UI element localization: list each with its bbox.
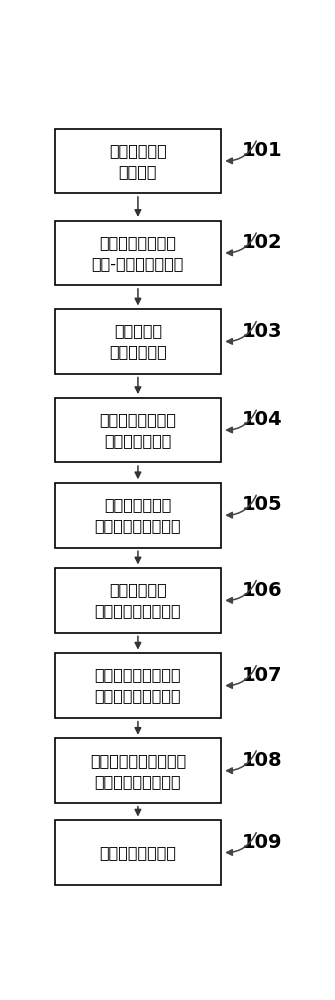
FancyBboxPatch shape [55, 129, 221, 193]
Text: 确定压缩弹簧的自由
长度和常温预紧长度: 确定压缩弹簧的自由 长度和常温预紧长度 [94, 668, 181, 704]
Text: 109: 109 [242, 833, 283, 852]
Text: 确定压缩弹簧的中径、
丝径、材料和总圈数: 确定压缩弹簧的中径、 丝径、材料和总圈数 [90, 753, 186, 789]
Text: 107: 107 [242, 666, 283, 685]
FancyBboxPatch shape [55, 221, 221, 285]
FancyBboxPatch shape [55, 820, 221, 885]
Text: 106: 106 [242, 581, 283, 600]
Text: 确定总体方案中
结构参数的相互关系: 确定总体方案中 结构参数的相互关系 [94, 497, 181, 533]
Text: 对上述模型
进行找形设计: 对上述模型 进行找形设计 [109, 323, 167, 359]
Text: 108: 108 [242, 751, 283, 770]
Text: 103: 103 [242, 322, 283, 341]
Text: 确定天线基本
几何参数: 确定天线基本 几何参数 [109, 143, 167, 179]
FancyBboxPatch shape [55, 483, 221, 548]
Text: 建立无补偿装置的
索网-桁架有限元模型: 建立无补偿装置的 索网-桁架有限元模型 [92, 235, 184, 271]
Text: 102: 102 [242, 233, 283, 252]
Text: 确定各接头处
压缩弹簧的刚度系数: 确定各接头处 压缩弹簧的刚度系数 [94, 582, 181, 618]
Text: 给出具有补偿装置
的总体结构方案: 给出具有补偿装置 的总体结构方案 [99, 412, 177, 448]
FancyBboxPatch shape [55, 568, 221, 633]
Text: 104: 104 [242, 410, 283, 429]
Text: 101: 101 [242, 141, 283, 160]
FancyBboxPatch shape [55, 738, 221, 803]
FancyBboxPatch shape [55, 653, 221, 718]
Text: 105: 105 [242, 495, 283, 514]
FancyBboxPatch shape [55, 398, 221, 462]
FancyBboxPatch shape [55, 309, 221, 374]
Text: 总体方案设计完成: 总体方案设计完成 [99, 845, 177, 860]
